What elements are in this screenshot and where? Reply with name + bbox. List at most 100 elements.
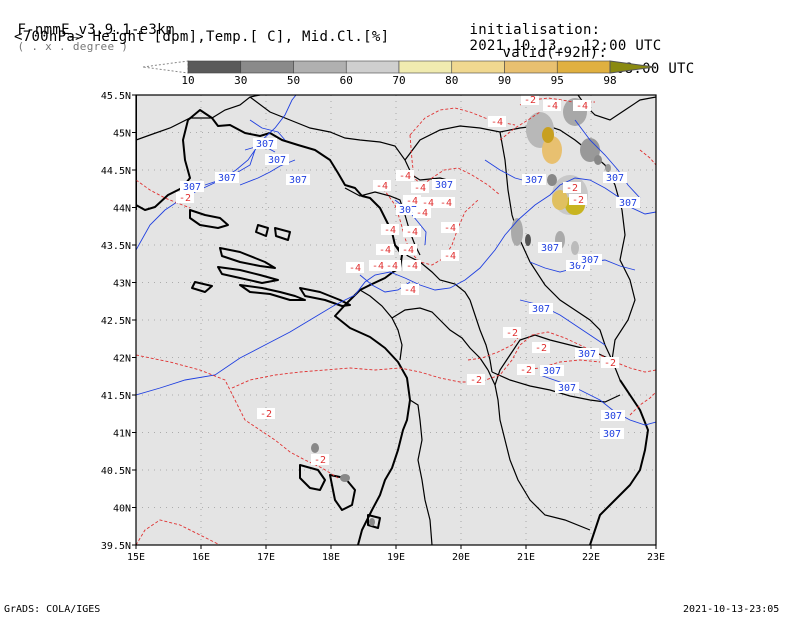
lat-label: 42N [113,354,131,365]
height-label-bg [538,242,562,253]
footer-timestamp: 2021-10-13-23:05 [683,604,780,615]
temperature-label: -4 [384,225,396,236]
height-label-bg [522,174,546,185]
lat-label: 39.5N [101,541,131,552]
temperature-label: -4 [422,198,434,209]
lon-label: 22E [582,552,600,563]
temperature-label: -2 [520,365,532,376]
temperature-label: -4 [444,223,456,234]
lon-label: 17E [257,552,275,563]
temp-label-bg [488,116,506,127]
fields-description: <700hPa> Height [dpm],Temp.[ C], Mid.Cl.… [14,29,390,45]
height-label: 307 [606,173,624,184]
model-name: F-nmmE_v3.9.1-e3km [17,22,175,38]
temp-label-bg [311,454,329,465]
coastline [136,95,649,545]
lat-label: 41N [113,429,131,440]
lon-label: 16E [192,552,210,563]
height-label: 307 [543,366,561,377]
temperature-label: -4 [399,171,411,182]
colorbar-label: 80 [445,74,459,87]
latitude-labels: 45.5N 45N 44.5N 44N 43.5N 43N 42.5N 42N 41.5N 41N… [101,91,131,552]
height-label: 307 [268,155,286,166]
init-value: 2021.10.13. 12:00 UTC [469,38,662,54]
temperature-label: -4 [440,198,452,209]
temp-label-bg [399,244,417,255]
temperature-label: -4 [406,196,418,207]
temp-label-bg [381,224,399,235]
temp-label-bg [569,194,587,205]
height-label-bg [253,138,277,149]
height-label: 307 [525,175,543,186]
lat-label: 42.5N [101,316,131,327]
height-label-bg [540,365,564,376]
temperature-label: -4 [444,251,456,262]
lat-label: 44N [113,204,131,215]
initialisation-line: initialisation: 2021.10.13. 12:00 UTC [452,6,662,54]
temp-label-bg [176,192,194,203]
height-label-bg [555,382,579,393]
temp-label-bg [369,260,387,271]
temperature-label: -4 [546,101,558,112]
height-label: 307 [399,205,417,216]
height-label-bg [180,181,204,192]
lat-label: 41.5N [101,391,131,402]
longitude-labels: 15E 16E 17E 18E 19E 20E 21E 22E 23E [127,552,665,563]
temperature-label: -4 [404,285,416,296]
temp-label-bg [257,408,275,419]
valid-label: valid(+92h): [502,45,608,61]
height-label: 307 [558,383,576,394]
footer-credit: GrADS: COLA/IGES [4,604,101,615]
height-label-bg [575,348,599,359]
height-label-bg [616,197,640,208]
height-label-bg [265,154,289,165]
temperature-label: -2 [314,455,326,466]
height-label: 307 [532,304,550,315]
height-label-bg [603,172,627,183]
lon-label: 19E [387,552,405,563]
temperature-label: -2 [535,343,547,354]
init-label: initialisation: [469,22,601,38]
temp-label-bg [601,357,619,368]
height-label: 307 [289,175,307,186]
temp-label-bg [521,95,539,105]
temperature-label: -4 [372,261,384,272]
temperature-label: -4 [386,261,398,272]
temperature-label: -4 [414,183,426,194]
colorbar-label: 30 [234,74,248,87]
lat-label: 45N [113,129,131,140]
temperature-label: -4 [576,101,588,112]
colorbar-right-arrow [609,60,656,74]
temp-label-bg [573,100,591,111]
lon-label: 18E [322,552,340,563]
temperature-label: -4 [379,245,391,256]
temperature-label: -2 [470,375,482,386]
colorbar-label: 90 [497,74,512,87]
temp-label-bg [396,170,414,181]
temperature-label: -2 [566,183,578,194]
temperature-label: -2 [604,358,616,369]
height-label-bg [396,204,420,215]
temp-label-bg [376,244,394,255]
temp-label-bg [543,100,561,111]
height-label: 307 [435,180,453,191]
colorbar [142,60,656,74]
temp-label-bg [413,207,431,218]
temp-label-bg [403,226,421,237]
temperature-label: -2 [524,95,536,106]
temperature-label: -2 [506,328,518,339]
height-label: 307 [218,173,236,184]
height-label: 307 [619,198,637,209]
height-label: 307 [541,243,559,254]
height-label-bg [286,174,310,185]
temp-label-bg [403,195,421,206]
temp-label-bg [467,374,485,385]
temp-label-bg [441,250,459,261]
temp-label-bg [441,222,459,233]
temp-label-bg [383,260,401,271]
temp-label-bg [419,197,437,208]
colorbar-label: 50 [286,74,301,87]
lat-label: 43N [113,279,131,290]
height-label-bg [215,172,239,183]
